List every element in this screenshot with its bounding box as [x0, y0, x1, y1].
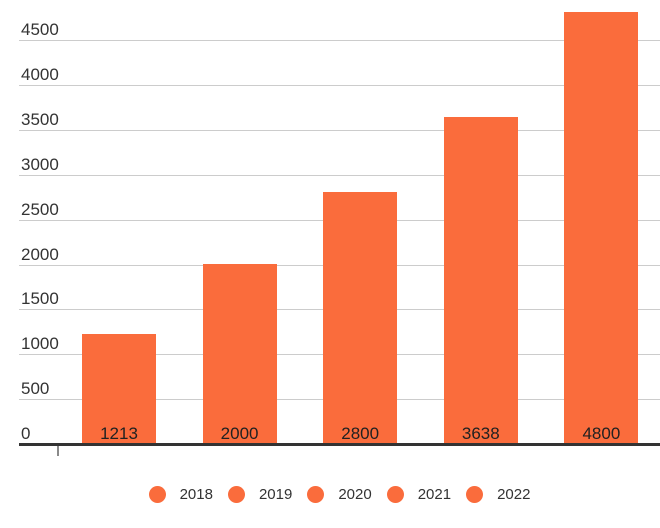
legend-item-2018: 2018: [148, 485, 213, 503]
legend-label-2018: 2018: [179, 485, 213, 503]
bar-value-label-2020: 2800: [341, 424, 380, 443]
legend-swatch-icon: [148, 485, 166, 503]
y-axis-label-500: 500: [21, 379, 50, 399]
bar-2021[interactable]: [443, 116, 518, 443]
gridline-4500: [19, 40, 660, 42]
gridline-4000: [19, 85, 660, 87]
y-axis-label-2000: 2000: [21, 244, 59, 264]
bar-2019[interactable]: [202, 263, 277, 443]
bar-2022[interactable]: [564, 12, 639, 443]
y-axis-label-0: 0: [21, 424, 31, 443]
bar-2020[interactable]: [323, 191, 398, 443]
bar-value-label-2022: 4800: [582, 424, 621, 443]
y-axis-label-3000: 3000: [21, 154, 59, 174]
legend-swatch-icon: [227, 485, 245, 503]
legend-label-2022: 2022: [497, 485, 531, 503]
legend-swatch-icon: [307, 485, 325, 503]
y-axis-label-1500: 1500: [21, 289, 59, 309]
legend-item-2019: 2019: [227, 485, 293, 503]
legend-label-2019: 2019: [258, 485, 293, 503]
y-axis-label-1000: 1000: [21, 334, 59, 354]
x-axis-baseline: [19, 443, 660, 446]
legend-swatch-icon: [466, 485, 484, 503]
gridline-3500: [19, 129, 660, 131]
bar-2018[interactable]: [82, 334, 156, 443]
y-axis-label-4500: 4500: [21, 20, 59, 40]
bar-value-label-2021: 3638: [461, 424, 500, 443]
legend-label-2021: 2021: [417, 485, 452, 503]
y-axis-label-2500: 2500: [21, 199, 59, 219]
y-axis-label-4000: 4000: [21, 65, 59, 85]
axis-tick: [57, 446, 59, 456]
legend-label-2020: 2020: [338, 485, 372, 503]
legend-swatch-icon: [386, 485, 404, 503]
legend-item-2022: 2022: [466, 485, 531, 503]
y-axis-label-3500: 3500: [21, 109, 59, 129]
bar-value-label-2019: 2000: [220, 424, 259, 443]
legend-item-2021: 2021: [386, 485, 452, 503]
gridline-3000: [19, 174, 660, 176]
legend: 2018 2019 2020 2021 2022: [19, 485, 660, 503]
legend-item-2020: 2020: [307, 485, 372, 503]
bar-value-label-2018: 1213: [100, 424, 138, 443]
